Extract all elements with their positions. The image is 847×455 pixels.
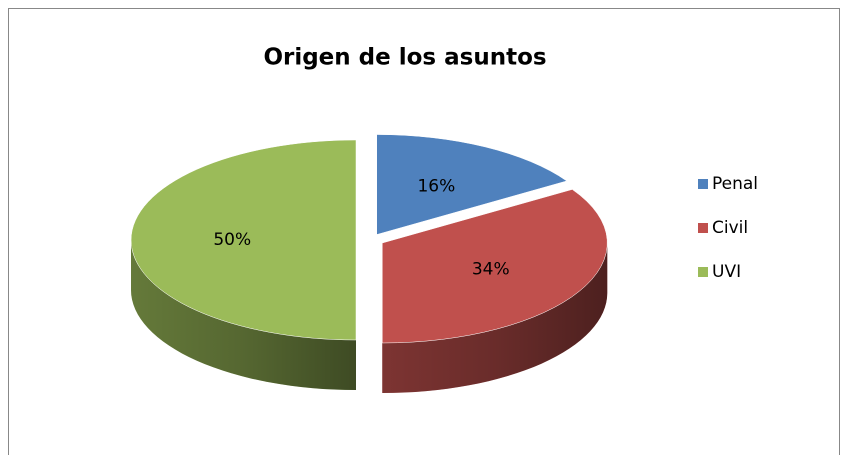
slice-side-shade [382, 242, 608, 393]
slice [130, 139, 357, 341]
legend-swatch [698, 179, 708, 189]
slice [376, 134, 568, 235]
slice [382, 189, 608, 344]
legend-swatch [698, 267, 708, 277]
legend-label: Civil [712, 218, 748, 238]
chart-title: Origen de los asuntos [263, 45, 546, 71]
chart-border [8, 8, 840, 455]
data-label: 34% [472, 259, 510, 279]
legend-label: Penal [712, 174, 758, 194]
legend-swatch [698, 223, 708, 233]
data-label: 50% [213, 230, 251, 250]
legend-label: UVI [712, 262, 741, 282]
slice-side-shade [131, 240, 356, 390]
data-label: 16% [417, 176, 455, 196]
